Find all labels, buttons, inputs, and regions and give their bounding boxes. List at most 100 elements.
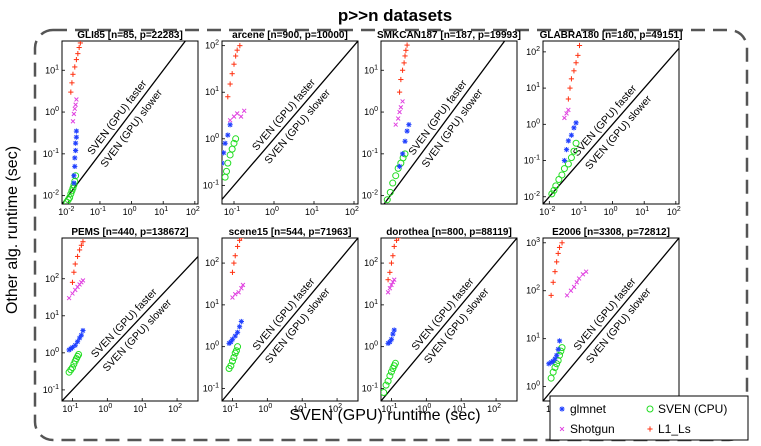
point-l1ls: [77, 41, 83, 46]
y-tick-label: 102: [205, 257, 219, 268]
point-glmnet: [72, 155, 78, 161]
y-tick-label: 100: [364, 106, 378, 117]
point-l1ls: [78, 242, 84, 248]
x-tick-label: 102: [168, 403, 182, 414]
point-l1ls: [548, 292, 554, 298]
point-sven_cpu: [558, 171, 566, 179]
point-glmnet: [78, 332, 84, 338]
y-tick-label: 102: [526, 46, 540, 57]
x-tick-label: 10-2: [58, 206, 74, 217]
x-tick-label: 100: [98, 403, 112, 414]
point-l1ls: [387, 269, 393, 275]
y-tick-label: 10-2: [362, 190, 378, 201]
diagonal-line: [381, 238, 517, 401]
point-glmnet: [222, 150, 227, 156]
x-tick-label: 101: [452, 403, 466, 414]
point-l1ls: [404, 42, 410, 48]
diagonal-line: [543, 238, 679, 401]
point-glmnet: [72, 342, 78, 348]
legend-label-sven_cpu: SVEN (CPU): [658, 402, 727, 416]
point-l1ls: [69, 80, 75, 86]
point-l1ls: [552, 269, 558, 275]
y-tick-label: 100: [45, 347, 59, 358]
point-shotgun: [571, 284, 577, 290]
point-l1ls: [401, 60, 407, 66]
point-l1ls: [573, 60, 579, 66]
point-l1ls: [80, 239, 86, 245]
y-tick-label: 10-1: [203, 382, 219, 393]
y-tick-label: 101: [45, 310, 59, 321]
point-l1ls: [76, 44, 82, 51]
diagonal-line: [222, 238, 358, 401]
panel-1: arcene [n=900, p=10000]SVEN (GPU) faster…: [203, 30, 359, 217]
panel-6: dorothea [n=800, p=88119]SVEN (GPU) fast…: [362, 227, 518, 414]
point-shotgun: [240, 282, 246, 288]
point-sven_cpu: [381, 389, 388, 397]
point-glmnet: [568, 132, 575, 138]
panel-2: SMKCAN187 [n=187, p=19993]SVEN (GPU) fas…: [362, 30, 521, 205]
point-shotgun: [564, 293, 570, 298]
y-tick-label: 100: [205, 133, 219, 144]
panel-title: dorothea [n=800, p=88119]: [386, 227, 512, 238]
point-sven_cpu: [391, 359, 399, 367]
point-l1ls: [229, 269, 236, 275]
point-l1ls: [559, 240, 565, 246]
point-glmnet: [573, 120, 579, 126]
point-glmnet: [80, 327, 86, 334]
point-l1ls: [72, 261, 78, 267]
point-shotgun: [398, 104, 404, 110]
y-tick-label: 100: [526, 381, 540, 392]
panel-7: E2006 [n=3308, p=72812]SVEN (GPU) faster…: [526, 227, 680, 414]
y-tick-label: 101: [45, 64, 59, 75]
point-shotgun: [71, 111, 77, 117]
point-l1ls: [565, 96, 571, 102]
point-sven_cpu: [67, 366, 75, 374]
point-sven_cpu: [560, 165, 568, 173]
point-sven_cpu: [558, 344, 566, 352]
point-sven_cpu: [230, 139, 238, 147]
point-l1ls: [238, 238, 244, 241]
point-sven_cpu: [567, 154, 575, 162]
diagonal-line: [222, 41, 358, 200]
point-shotgun: [73, 102, 78, 107]
point-l1ls: [399, 67, 406, 73]
panel-0: GLI85 [n=85, p=22283]SVEN (GPU) fasterSV…: [43, 30, 200, 217]
diagonal-line: [62, 41, 186, 204]
point-glmnet: [72, 163, 78, 170]
y-tick-label: 10-1: [524, 155, 540, 166]
point-sven_cpu: [570, 147, 578, 155]
point-sven_cpu: [382, 381, 390, 389]
data-points: [65, 239, 86, 376]
point-shotgun: [70, 119, 76, 124]
x-tick-label: 102: [328, 403, 342, 414]
y-tick-label: 101: [364, 64, 378, 75]
data-points: [548, 42, 583, 198]
y-tick-label: 103: [526, 237, 540, 248]
point-shotgun: [583, 269, 589, 274]
point-l1ls: [390, 253, 396, 259]
point-l1ls: [74, 253, 81, 260]
point-shotgun: [80, 278, 86, 283]
point-glmnet: [73, 128, 79, 134]
point-l1ls: [73, 56, 79, 63]
panel-frame: [61, 40, 199, 205]
point-l1ls: [225, 94, 231, 100]
x-tick-label: 10-1: [62, 403, 78, 414]
diagonal-line: [543, 47, 679, 204]
point-shotgun: [390, 279, 396, 285]
legend-box: [549, 395, 749, 441]
point-l1ls: [555, 250, 561, 257]
point-l1ls: [571, 68, 577, 74]
y-tick-label: 100: [45, 106, 59, 117]
point-shotgun: [389, 282, 394, 288]
point-glmnet: [232, 333, 238, 339]
y-tick-label: 101: [364, 299, 378, 310]
point-l1ls: [567, 85, 573, 91]
point-shotgun: [236, 289, 241, 295]
point-glmnet: [222, 160, 225, 166]
y-tick-label: 10-2: [524, 191, 540, 202]
y-tick-label: 10-1: [362, 148, 378, 159]
point-sven_cpu: [75, 351, 83, 359]
point-glmnet: [234, 329, 241, 335]
data-points: [546, 240, 589, 382]
